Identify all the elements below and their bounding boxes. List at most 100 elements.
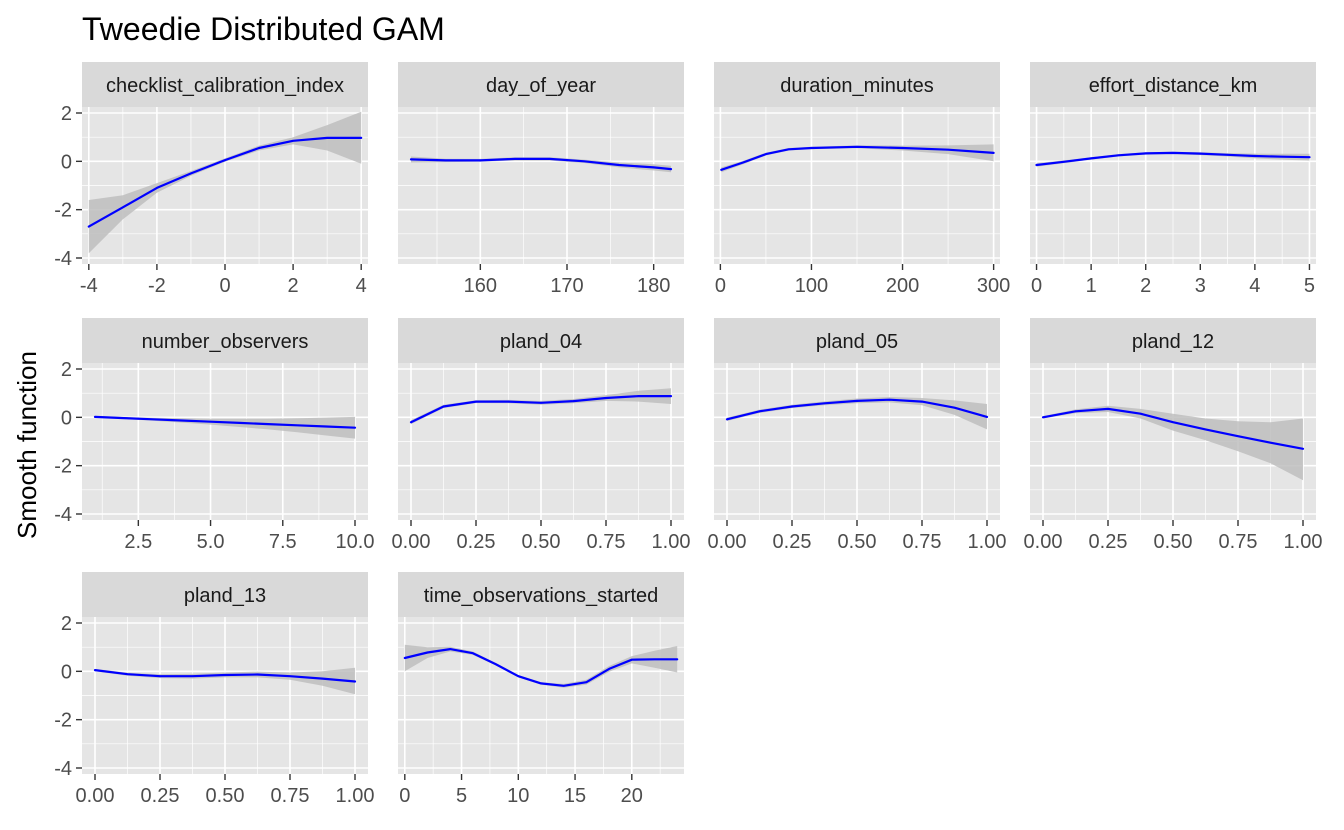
facet-strip: [82, 572, 368, 617]
confidence-ribbon: [404, 644, 678, 688]
confidence-ribbon: [1043, 405, 1303, 481]
facet-strip: [398, 62, 684, 107]
x-tick-label: 1.00: [1284, 531, 1323, 553]
series-layer: [93, 667, 357, 695]
x-tick-label: 15: [564, 785, 586, 807]
facet-number-observers: number_observers -4 -2 0 2 2.5 5.0 7.5 10.0: [54, 318, 374, 553]
x-tick-label: 1.00: [968, 531, 1007, 553]
y-tick-label: -2: [54, 200, 72, 222]
x-tick-label: -4: [80, 275, 98, 297]
smooth-line: [725, 398, 989, 421]
y-tick-label: 0: [61, 407, 72, 429]
smooth-line: [409, 157, 673, 171]
x-tick-label: 10.0: [336, 531, 375, 553]
x-tick-label: 100: [795, 275, 828, 297]
x-tick-label: 7.5: [269, 531, 297, 553]
facet-strip: [398, 572, 684, 617]
facet-strip-label: pland_13: [184, 585, 266, 607]
x-tick-label: 300: [977, 275, 1010, 297]
x-tick-label: 0.00: [1024, 531, 1063, 553]
facet-pland-13: pland_13 -4 -2 0 2 0.00 0.25 0.50 0.75 1.00: [54, 572, 374, 807]
facet-strip: [714, 62, 1000, 107]
facet-strip-label: duration_minutes: [780, 75, 933, 97]
facet-strip: [82, 62, 368, 107]
facet-strip-label: checklist_calibration_index: [106, 75, 344, 97]
facet-duration-minutes: duration_minutes 0 100 200 300: [714, 62, 1010, 297]
grid-lines: [398, 107, 684, 264]
x-axis: 160 170 180: [464, 264, 670, 297]
grid-lines: [398, 363, 684, 520]
facet-time-observations-started: time_observations_started 0 5 10 15 20: [398, 572, 684, 807]
y-axis: -4 -2 0 2: [54, 359, 82, 526]
x-tick-label: 0: [399, 785, 410, 807]
series-layer: [725, 397, 989, 430]
facet-effort-distance-km: effort_distance_km 0 1 2 3 4 5: [1030, 62, 1316, 297]
series-layer: [87, 111, 363, 254]
facet-strip-label: time_observations_started: [424, 585, 659, 607]
x-tick-label: 2.5: [124, 531, 152, 553]
x-tick-label: 0.25: [773, 531, 812, 553]
x-tick-label: 5: [456, 785, 467, 807]
confidence-ribbon: [88, 111, 362, 254]
series-layer: [403, 644, 679, 688]
x-tick-label: 0: [1031, 275, 1042, 297]
x-tick-label: 0.50: [206, 785, 245, 807]
x-tick-label: 0.00: [392, 531, 431, 553]
x-tick-label: 0: [715, 275, 726, 297]
facet-panels: checklist_calibration_index -4 -2 0 2 -4 -2 0 2 4…: [54, 62, 1322, 807]
x-tick-label: 0.00: [76, 785, 115, 807]
facet-day-of-year: day_of_year 160 170 180: [398, 62, 684, 297]
smooth-line: [720, 145, 995, 171]
facet-strip-label: pland_05: [816, 331, 898, 353]
y-tick-label: -2: [54, 456, 72, 478]
y-tick-label: 0: [61, 151, 72, 173]
x-tick-label: 200: [886, 275, 919, 297]
confidence-ribbon: [721, 144, 994, 173]
x-tick-label: 0.50: [1154, 531, 1193, 553]
x-axis: 0.00 0.25 0.50 0.75 1.00: [392, 520, 691, 553]
grid-lines: [714, 363, 1000, 520]
facet-pland-05: pland_05 0.00 0.25 0.50 0.75 1.00: [708, 318, 1007, 553]
grid-lines: [398, 617, 684, 774]
x-tick-label: 2: [1140, 275, 1151, 297]
y-tick-label: 2: [61, 613, 72, 635]
grid-lines: [82, 617, 368, 774]
x-tick-label: 0.50: [522, 531, 561, 553]
x-axis: 0.00 0.25 0.50 0.75 1.00: [76, 774, 374, 807]
y-tick-label: 2: [61, 103, 72, 125]
y-tick-label: 0: [61, 661, 72, 683]
x-tick-label: 3: [1195, 275, 1206, 297]
series-layer: [1035, 151, 1311, 167]
smooth-line: [93, 415, 357, 429]
x-tick-label: 170: [550, 275, 583, 297]
smooth-line: [1035, 151, 1311, 167]
x-axis: 0 5 10 15 20: [399, 774, 643, 807]
facet-strip-label: pland_04: [500, 331, 582, 353]
series-layer: [409, 156, 673, 173]
x-axis: -4 -2 0 2 4: [80, 264, 367, 297]
chart-title: Tweedie Distributed GAM: [82, 11, 445, 47]
x-tick-label: 10: [507, 785, 529, 807]
facet-strip-label: effort_distance_km: [1089, 75, 1258, 97]
x-tick-label: 0.25: [457, 531, 496, 553]
x-tick-label: 0.75: [1219, 531, 1258, 553]
x-tick-label: 0.75: [271, 785, 310, 807]
y-axis: -4 -2 0 2: [54, 103, 82, 270]
smooth-line: [1041, 407, 1305, 450]
x-tick-label: 4: [356, 275, 367, 297]
x-tick-label: 1.00: [652, 531, 691, 553]
smooth-line: [409, 395, 673, 424]
confidence-ribbon: [95, 667, 355, 695]
x-tick-label: 5.0: [197, 531, 225, 553]
x-axis: 0 100 200 300: [715, 264, 1010, 297]
x-axis: 2.5 5.0 7.5 10.0: [124, 520, 374, 553]
x-tick-label: 5: [1304, 275, 1315, 297]
y-axis-label: Smooth function: [12, 351, 42, 539]
facet-checklist-calibration-index: checklist_calibration_index -4 -2 0 2 -4 -2 0 2 4: [54, 62, 368, 297]
x-tick-label: 1: [1086, 275, 1097, 297]
x-tick-label: 4: [1249, 275, 1260, 297]
x-tick-label: -2: [148, 275, 166, 297]
facet-strip: [1030, 62, 1316, 107]
x-tick-label: 0.25: [141, 785, 180, 807]
